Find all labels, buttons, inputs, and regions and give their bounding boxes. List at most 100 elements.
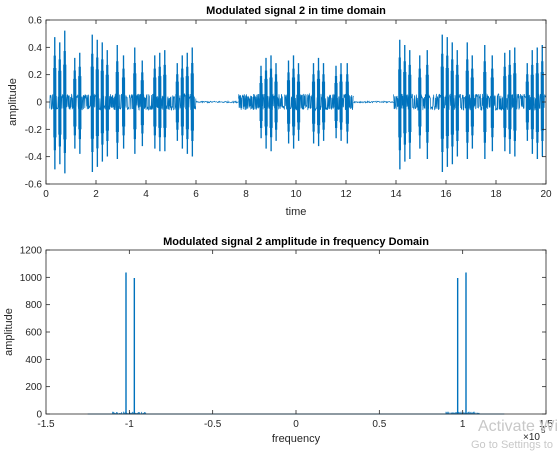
signal-spike: [121, 55, 126, 149]
signal-quiet-segment: [353, 100, 394, 104]
signal-spike: [513, 47, 517, 157]
signal-spike: [185, 52, 189, 154]
time-domain-axes: Modulated signal 2 in time domain 0 2 4 6 8 1…: [7, 5, 552, 218]
signal-spike: [153, 55, 157, 149]
x-tick-label: 4: [143, 189, 149, 200]
x-tick-label: -1.5: [37, 419, 55, 430]
signal-spike: [334, 65, 338, 139]
signal-spike: [90, 34, 94, 173]
signal-spike: [58, 42, 62, 165]
signal-noise-segment: [238, 92, 354, 112]
time-signal-trace: [49, 30, 547, 174]
time-domain-title: Modulated signal 2 in time domain: [206, 5, 386, 17]
signal-spike: [465, 42, 469, 160]
signal-spike: [483, 44, 487, 160]
x-tick-label: 14: [390, 189, 402, 200]
watermark-line2: Go to Settings to: [471, 439, 553, 451]
signal-spike: [490, 55, 494, 152]
signal-spike: [105, 50, 109, 157]
time-y-label: amplitude: [7, 78, 19, 126]
x-tick-label: -1: [125, 419, 134, 430]
signal-spike: [408, 50, 412, 160]
signal-spike: [339, 63, 343, 141]
x-exponent-base: ×10: [523, 432, 540, 443]
y-tick-label: 600: [25, 328, 42, 339]
signal-spike: [163, 50, 167, 152]
signal-spike: [445, 37, 449, 167]
time-x-ticks: 0 2 4 6 8 10 12 14 16 18 20: [43, 20, 552, 200]
time-x-label: time: [286, 206, 307, 218]
x-tick-label: 2: [93, 189, 99, 200]
signal-spike: [535, 47, 539, 160]
y-tick-label: -0.6: [25, 180, 43, 191]
frequency-domain-axes: Modulated signal 2 amplitude in frequenc…: [3, 236, 553, 445]
signal-spike: [180, 55, 184, 149]
x-tick-label: 18: [490, 189, 502, 200]
y-tick-label: 400: [25, 355, 42, 366]
signal-spike: [259, 65, 263, 139]
x-tick-label: -0.5: [204, 419, 222, 430]
y-tick-label: 1200: [20, 246, 43, 257]
frequency-x-label: frequency: [272, 433, 321, 445]
signal-spike: [53, 37, 57, 170]
signal-spike: [78, 52, 82, 154]
signal-spike: [158, 52, 162, 152]
x-tick-label: 0.5: [372, 419, 386, 430]
y-tick-label: 0: [36, 98, 42, 109]
frequency-domain-title: Modulated signal 2 amplitude in frequenc…: [163, 236, 429, 248]
x-tick-label: 16: [440, 189, 452, 200]
x-tick-label: 10: [290, 189, 302, 200]
signal-spike: [398, 39, 402, 170]
y-tick-label: 0.4: [28, 43, 42, 54]
frequency-y-ticks: 0 200 400 600 800 1000 1200: [20, 246, 546, 421]
frequency-plot-area: [46, 250, 546, 414]
signal-spike: [269, 55, 273, 152]
signal-spike: [291, 55, 296, 149]
signal-spike: [321, 63, 326, 141]
signal-spike: [455, 50, 459, 157]
signal-spike: [133, 47, 137, 154]
signal-spike: [286, 60, 291, 144]
y-tick-label: 0.6: [28, 16, 42, 27]
signal-spike: [63, 30, 67, 174]
activation-watermark: Activate Wi Go to Settings to: [471, 418, 558, 451]
signal-spike: [100, 42, 104, 162]
signal-spike: [345, 63, 349, 144]
signal-spike: [190, 47, 194, 157]
signal-quiet-segment: [195, 100, 239, 104]
signal-spike: [73, 57, 77, 149]
signal-spike: [540, 44, 544, 157]
frequency-y-label: amplitude: [3, 308, 15, 356]
y-tick-label: -0.2: [25, 125, 43, 136]
x-tick-label: 6: [193, 189, 199, 200]
x-exponent-power: 5: [541, 426, 546, 435]
signal-spike: [418, 55, 422, 149]
x-tick-label: 1.5: [539, 419, 553, 430]
signal-spike: [115, 44, 119, 160]
watermark-line1: Activate Wi: [478, 418, 558, 435]
signal-spike: [140, 60, 144, 147]
y-tick-label: 800: [25, 300, 42, 311]
signal-spike: [425, 50, 429, 160]
signal-spike: [530, 50, 534, 154]
signal-spike: [525, 63, 529, 141]
x-tick-label: 20: [540, 189, 552, 200]
frequency-x-ticks: -1.5 -1 -0.5 0 0.5 1 1.5: [37, 250, 553, 430]
signal-spike: [175, 63, 179, 141]
y-tick-label: 200: [25, 382, 42, 393]
y-tick-label: 0.2: [28, 70, 42, 81]
x-tick-label: 1: [460, 419, 466, 430]
signal-spike: [316, 57, 321, 147]
signal-spike: [508, 50, 512, 154]
signal-spike: [503, 52, 507, 152]
x-tick-label: 0: [43, 189, 49, 200]
signal-spike: [274, 63, 278, 141]
signal-spike: [470, 55, 474, 149]
signal-spike: [264, 57, 268, 149]
x-tick-label: 8: [243, 189, 249, 200]
signal-spike: [311, 63, 316, 144]
y-tick-label: 1000: [20, 273, 43, 284]
time-y-ticks: -0.6 -0.4 -0.2 0 0.2 0.4 0.6: [25, 16, 546, 191]
y-tick-label: -0.4: [25, 152, 43, 163]
